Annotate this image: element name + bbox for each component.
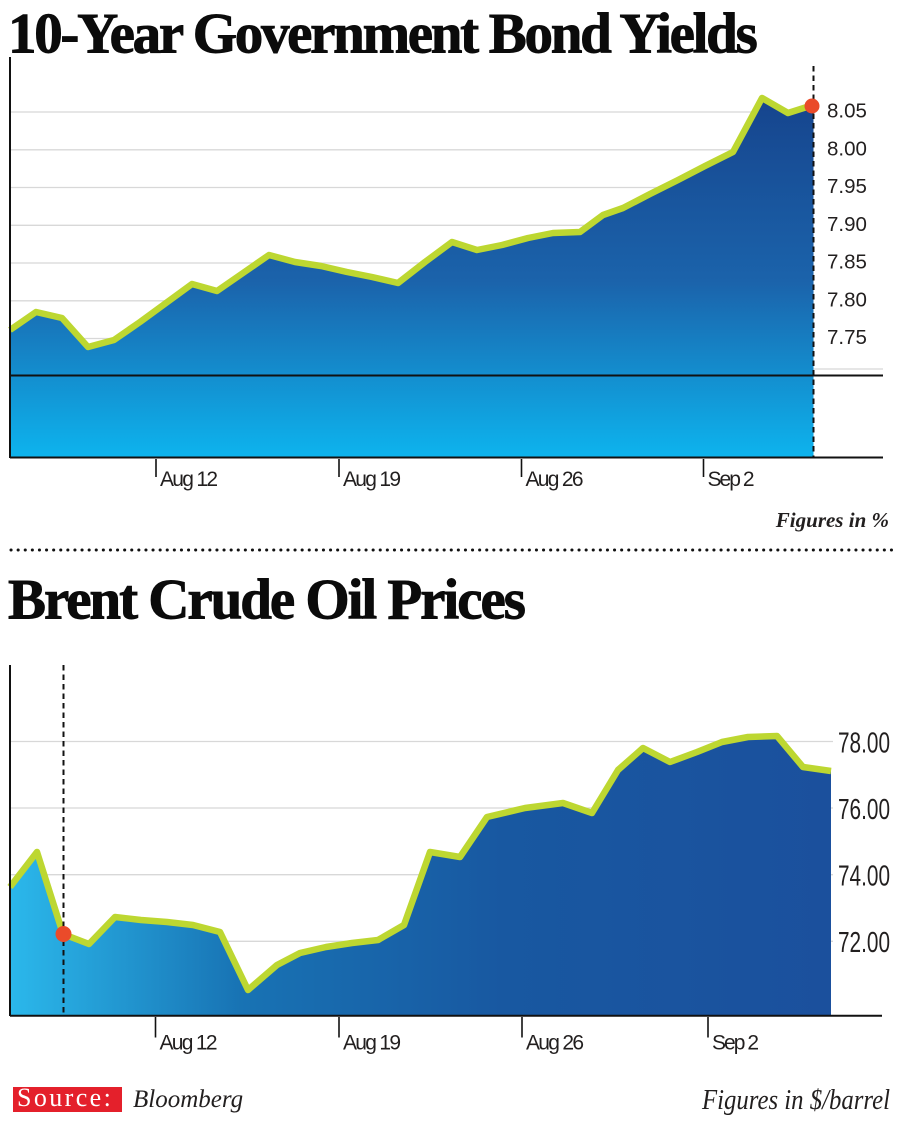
svg-text:10-Year Government Bond Yields: 10-Year Government Bond Yields bbox=[8, 3, 757, 66]
svg-text:Aug 26: Aug 26 bbox=[526, 468, 584, 491]
svg-text:Aug 12: Aug 12 bbox=[160, 1032, 218, 1055]
svg-text:Figures in $/barrel: Figures in $/barrel bbox=[701, 1085, 890, 1116]
svg-text:Aug 19: Aug 19 bbox=[343, 468, 401, 491]
svg-text:72.00: 72.00 bbox=[838, 927, 890, 959]
svg-text:7.95: 7.95 bbox=[827, 175, 867, 198]
svg-text:Aug 26: Aug 26 bbox=[526, 1032, 584, 1055]
svg-text:Aug 12: Aug 12 bbox=[160, 468, 218, 491]
svg-text:Source:: Source: bbox=[17, 1083, 113, 1112]
svg-text:Sep 2: Sep 2 bbox=[712, 1032, 759, 1055]
svg-text:8.05: 8.05 bbox=[827, 100, 867, 123]
svg-text:7.75: 7.75 bbox=[827, 326, 867, 349]
svg-text:74.00: 74.00 bbox=[838, 861, 890, 893]
svg-text:7.85: 7.85 bbox=[827, 251, 867, 274]
svg-text:Aug 19: Aug 19 bbox=[343, 1032, 401, 1055]
svg-text:Bloomberg: Bloomberg bbox=[133, 1086, 243, 1113]
svg-text:Brent Crude Oil Prices: Brent Crude Oil Prices bbox=[8, 569, 525, 632]
svg-text:7.80: 7.80 bbox=[827, 288, 867, 311]
svg-text:7.90: 7.90 bbox=[827, 213, 867, 236]
svg-text:Figures in %: Figures in % bbox=[775, 508, 889, 532]
svg-text:76.00: 76.00 bbox=[838, 794, 890, 826]
svg-text:8.00: 8.00 bbox=[827, 137, 867, 160]
svg-text:Sep 2: Sep 2 bbox=[708, 468, 755, 491]
svg-text:78.00: 78.00 bbox=[838, 728, 890, 760]
